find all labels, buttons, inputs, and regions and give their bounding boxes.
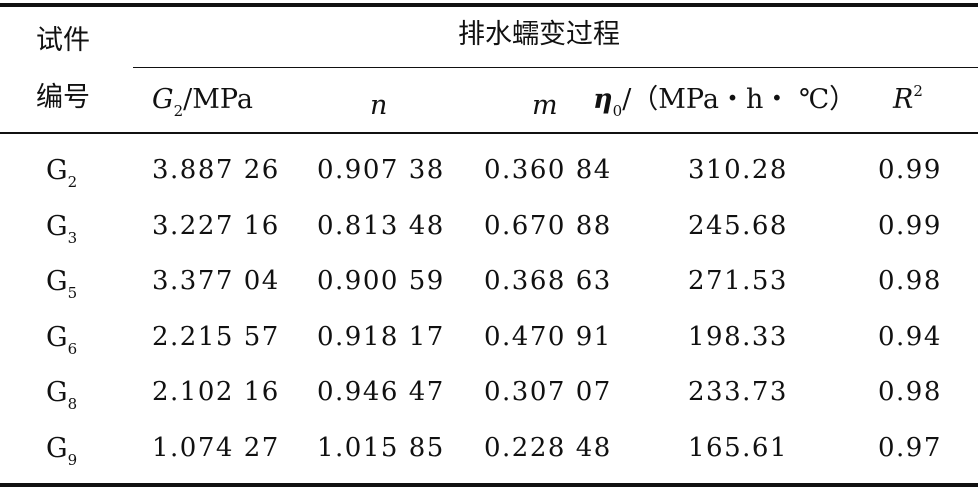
specimen-id: G8 bbox=[46, 377, 77, 413]
r2-symbol: R bbox=[893, 84, 914, 115]
table-row: G9 1.074 27 1.015 85 0.228 48 165.61 0.97 bbox=[0, 433, 978, 489]
g2-symbol: G bbox=[152, 84, 174, 115]
specimen-id-letter: G bbox=[46, 321, 68, 353]
table-row: G3 3.227 16 0.813 48 0.670 88 245.68 0.99 bbox=[0, 211, 978, 267]
table-row: G2 3.887 26 0.907 38 0.360 84 310.28 0.99 bbox=[0, 155, 978, 211]
specimen-id: G5 bbox=[46, 266, 77, 302]
table-row: G6 2.215 57 0.918 17 0.470 91 198.33 0.94 bbox=[0, 322, 978, 378]
col-header-g2: G2/MPa bbox=[152, 84, 253, 119]
specimen-id-letter: G bbox=[46, 432, 68, 464]
cell-m: 0.470 91 bbox=[484, 321, 612, 352]
cell-m: 0.368 63 bbox=[484, 266, 612, 296]
cell-m: 0.360 84 bbox=[484, 155, 612, 185]
specimen-id-letter: G bbox=[46, 155, 68, 186]
cell-r2: 0.98 bbox=[878, 377, 942, 407]
specimen-id-letter: G bbox=[46, 210, 68, 242]
cell-n: 0.900 59 bbox=[317, 266, 445, 296]
g2-unit: /MPa bbox=[183, 84, 253, 115]
cell-n: 1.015 85 bbox=[317, 432, 445, 463]
col-header-r2: R2 bbox=[893, 84, 923, 115]
specimen-id-letter: G bbox=[46, 377, 68, 408]
specimen-id-subscript: 8 bbox=[67, 395, 78, 413]
table-bottom-rule bbox=[0, 483, 978, 487]
specimen-id: G9 bbox=[46, 432, 77, 469]
specimen-id: G3 bbox=[46, 210, 77, 247]
cell-eta: 245.68 bbox=[688, 210, 788, 241]
r2-superscript: 2 bbox=[913, 82, 923, 100]
cell-g2: 3.377 04 bbox=[152, 266, 280, 296]
col-header-n: n bbox=[370, 90, 388, 121]
specimen-id: G6 bbox=[46, 321, 77, 358]
group-header-title: 排水蠕变过程 bbox=[458, 19, 620, 50]
number-header-label: 编号 bbox=[36, 82, 90, 113]
cell-r2: 0.99 bbox=[878, 210, 942, 241]
specimen-id-subscript: 5 bbox=[67, 284, 78, 302]
eta-symbol: η bbox=[593, 84, 613, 115]
col-header-eta: η0/（MPa・h・ ℃） bbox=[593, 84, 857, 119]
specimen-header-label: 试件 bbox=[36, 25, 90, 56]
cell-n: 0.946 47 bbox=[317, 377, 445, 407]
specimen-id-subscript: 3 bbox=[67, 228, 78, 247]
eta-subscript: 0 bbox=[612, 102, 623, 120]
cell-m: 0.228 48 bbox=[484, 432, 612, 463]
cell-m: 0.307 07 bbox=[484, 377, 612, 407]
cell-n: 0.907 38 bbox=[317, 155, 445, 185]
cell-eta: 310.28 bbox=[688, 155, 788, 185]
cell-r2: 0.98 bbox=[878, 266, 942, 296]
g2-subscript: 2 bbox=[173, 102, 184, 120]
cell-g2: 2.102 16 bbox=[152, 377, 280, 407]
cell-g2: 3.227 16 bbox=[152, 210, 280, 241]
cell-r2: 0.99 bbox=[878, 155, 942, 185]
cell-m: 0.670 88 bbox=[484, 210, 612, 241]
cell-r2: 0.97 bbox=[878, 432, 942, 463]
specimen-id-subscript: 6 bbox=[67, 339, 78, 358]
eta-unit: /（MPa・h・ ℃） bbox=[622, 84, 857, 115]
cell-eta: 165.61 bbox=[688, 432, 788, 463]
cell-n: 0.813 48 bbox=[317, 210, 445, 241]
cell-g2: 1.074 27 bbox=[152, 432, 280, 463]
specimen-id: G2 bbox=[46, 155, 77, 191]
cell-eta: 233.73 bbox=[688, 377, 788, 407]
table-row: G5 3.377 04 0.900 59 0.368 63 271.53 0.98 bbox=[0, 266, 978, 322]
cell-eta: 198.33 bbox=[688, 321, 788, 352]
cell-eta: 271.53 bbox=[688, 266, 788, 296]
cell-g2: 3.887 26 bbox=[152, 155, 280, 185]
cell-g2: 2.215 57 bbox=[152, 321, 280, 352]
table-row: G8 2.102 16 0.946 47 0.307 07 233.73 0.98 bbox=[0, 377, 978, 433]
group-header-rule bbox=[133, 67, 978, 68]
specimen-id-subscript: 2 bbox=[67, 173, 78, 191]
col-header-m: m bbox=[532, 90, 558, 121]
table-top-rule bbox=[0, 3, 978, 7]
cell-r2: 0.94 bbox=[878, 321, 942, 352]
cell-n: 0.918 17 bbox=[317, 321, 445, 352]
specimen-id-letter: G bbox=[46, 266, 68, 297]
header-bottom-rule bbox=[0, 132, 978, 134]
specimen-id-subscript: 9 bbox=[67, 450, 78, 469]
